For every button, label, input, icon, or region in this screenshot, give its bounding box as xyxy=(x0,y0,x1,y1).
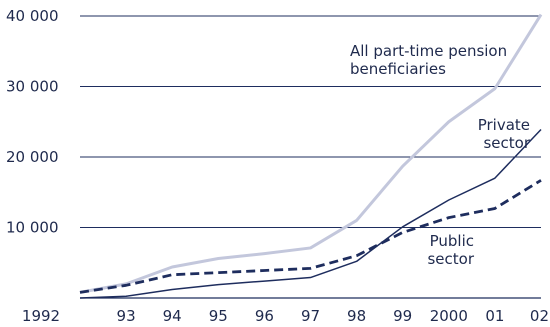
series-line-all xyxy=(79,13,543,294)
x-tick-label: 02 xyxy=(530,307,549,325)
y-tick-label: 40 000 xyxy=(6,7,59,25)
x-tick-label: 99 xyxy=(393,307,412,325)
x-tick-label: 95 xyxy=(209,307,228,325)
series-line-private xyxy=(79,128,542,299)
x-axis-ticks: 1992 93 94 95 96 97 98 99 2000 01 02 xyxy=(22,307,549,325)
y-tick-label: 20 000 xyxy=(6,148,59,166)
x-tick-label: 2000 xyxy=(430,307,468,325)
x-tick-label: 94 xyxy=(163,307,182,325)
y-axis-ticks: 10 000 20 000 30 000 40 000 xyxy=(6,7,59,237)
series-label-public: Public xyxy=(430,232,474,250)
x-tick-label: 96 xyxy=(255,307,274,325)
gridlines xyxy=(80,15,541,228)
series-label-private: sector xyxy=(483,134,530,152)
x-tick-label: 97 xyxy=(301,307,320,325)
series-label-public: sector xyxy=(427,250,474,268)
y-tick-label: 10 000 xyxy=(6,219,59,237)
x-tick-label: 93 xyxy=(117,307,136,325)
series-label-private: Private xyxy=(478,116,530,134)
series-line-public xyxy=(79,179,542,294)
series-label-all: beneficiaries xyxy=(350,60,446,78)
series-label-all: All part-time pension xyxy=(350,42,507,60)
x-tick-label: 01 xyxy=(485,307,504,325)
series-lines xyxy=(79,13,543,299)
y-tick-label: 30 000 xyxy=(6,78,59,96)
x-tick-label: 98 xyxy=(347,307,366,325)
x-tick-label: 1992 xyxy=(22,307,60,325)
